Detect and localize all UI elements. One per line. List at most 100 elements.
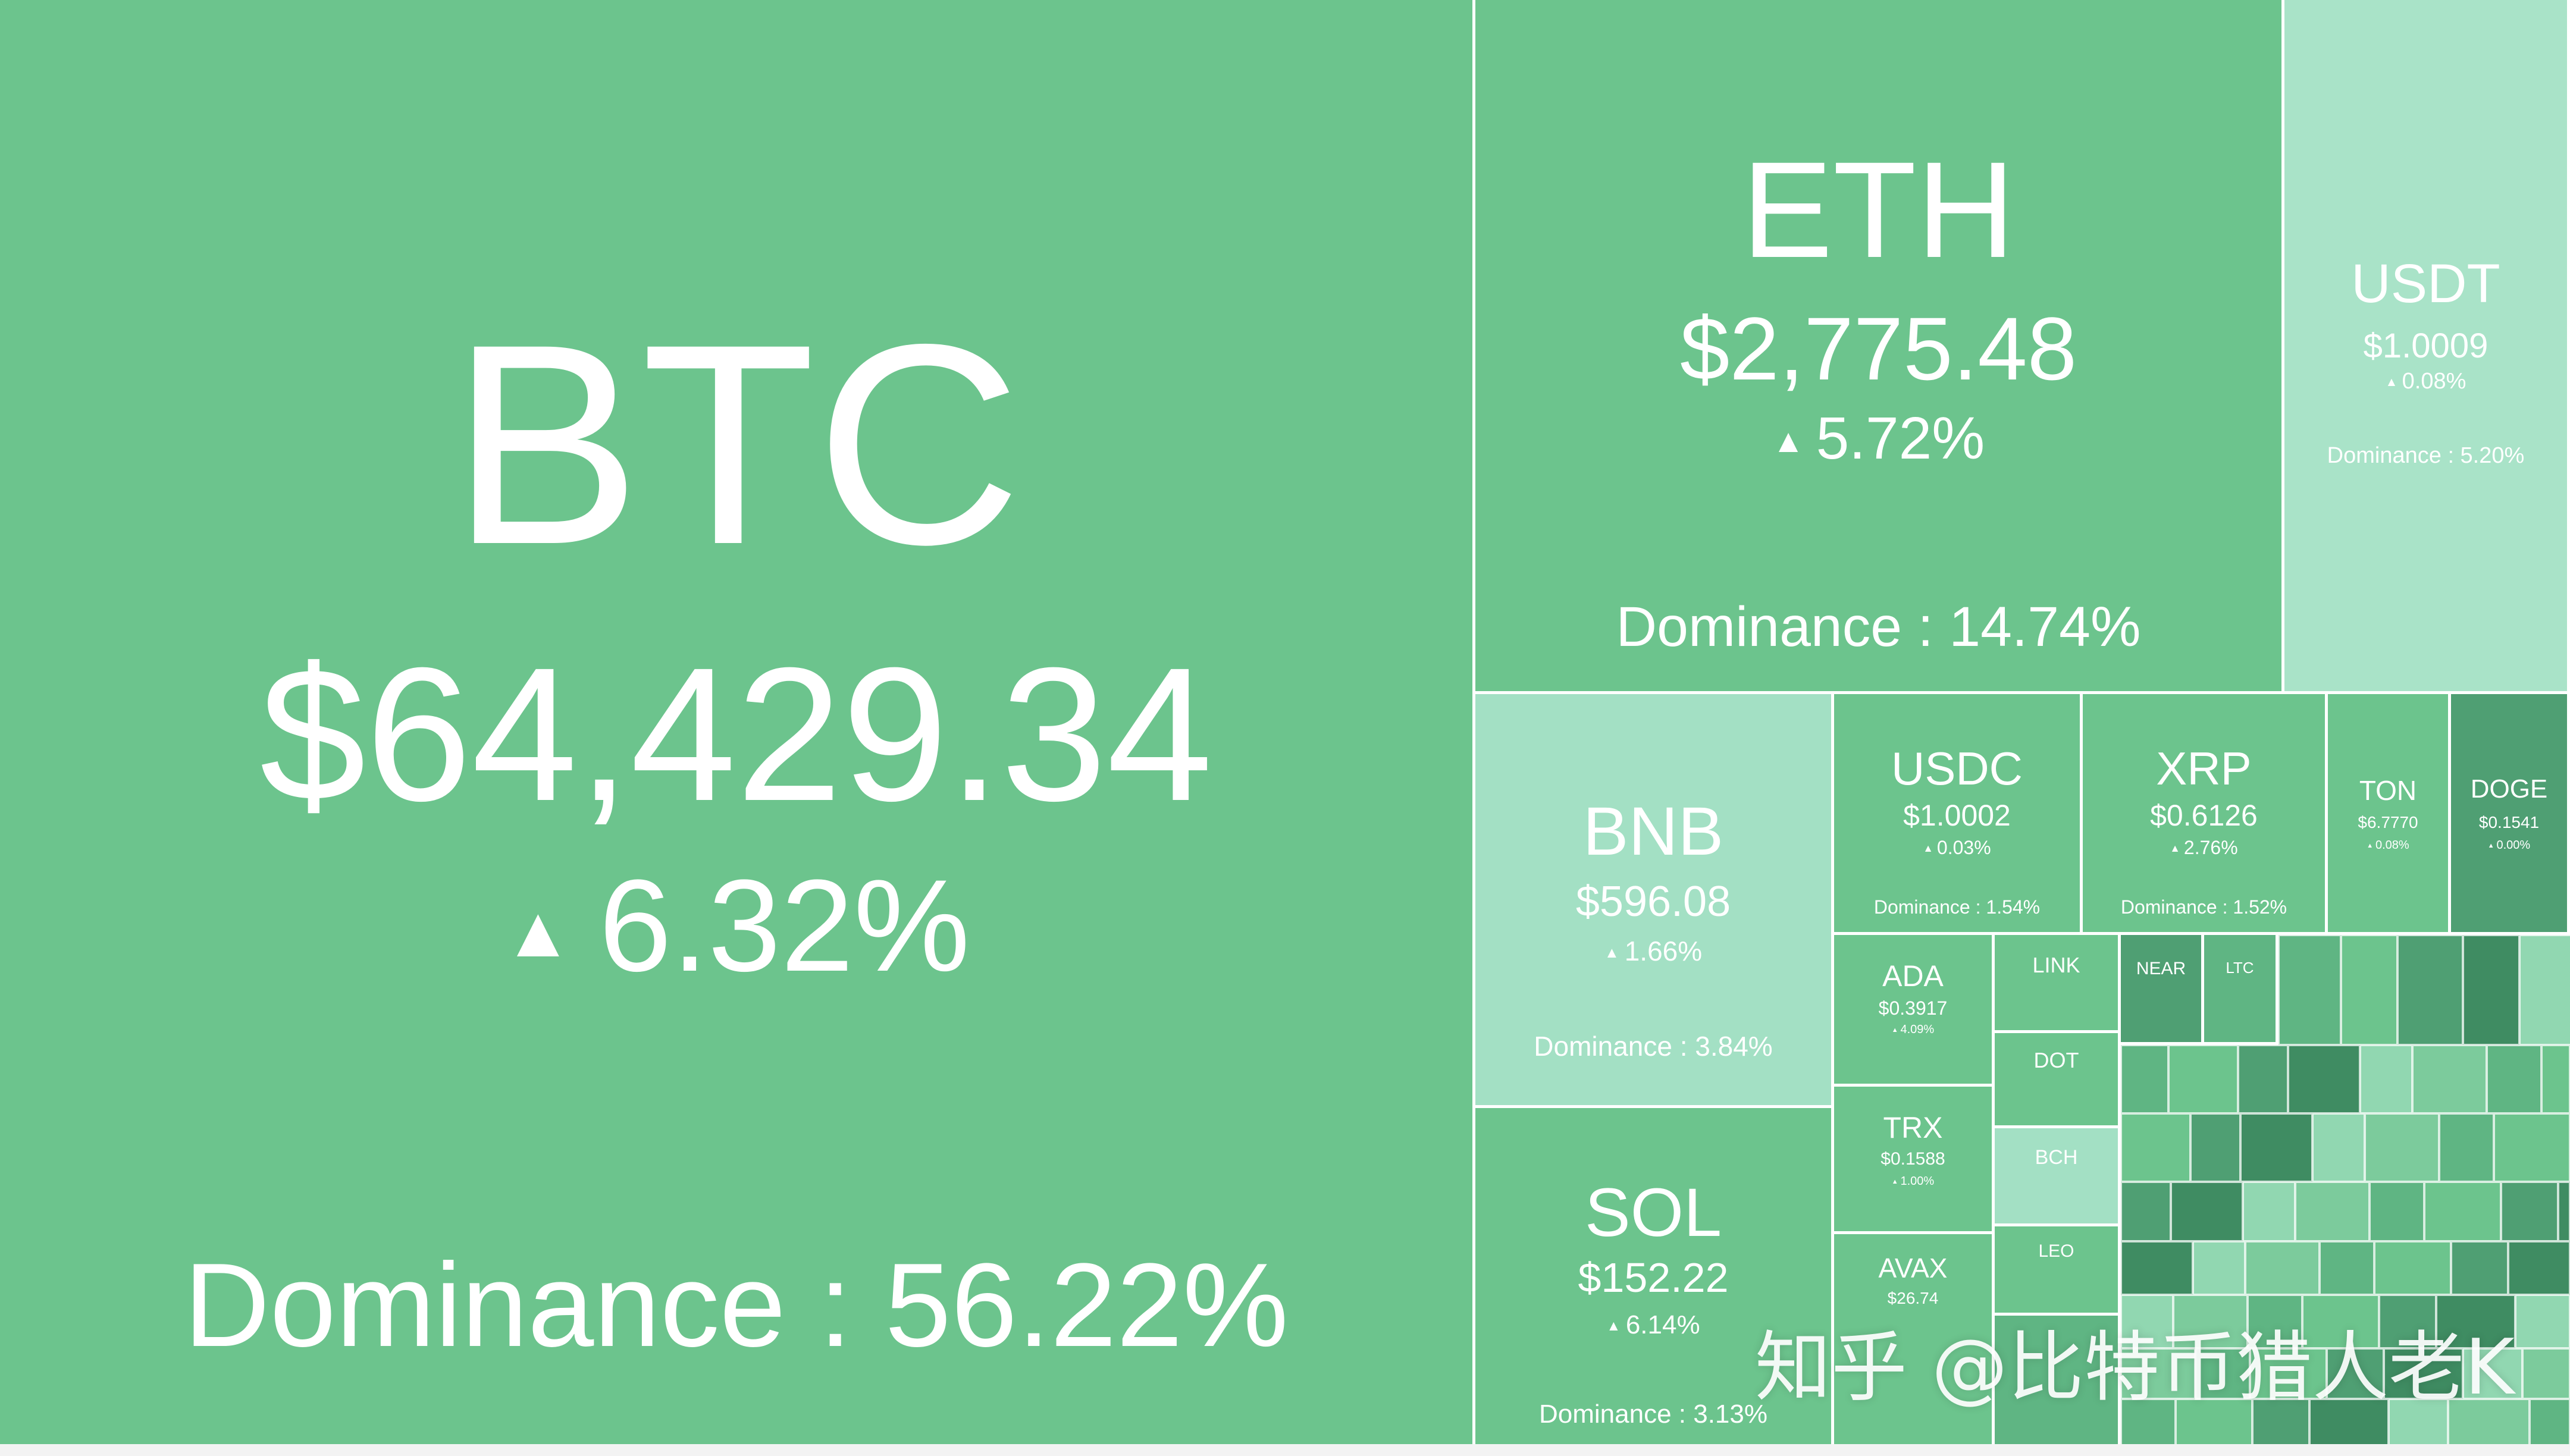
usdc-symbol: USDC [1891, 742, 2023, 795]
small-coin-tile [2171, 1182, 2243, 1241]
small-coin-tile [2558, 1182, 2570, 1241]
eth-change-value: 5.72% [1816, 405, 1985, 472]
small-coin-tile [2412, 1045, 2487, 1113]
bnb-change: ▲ 1.66% [1475, 935, 1831, 967]
trx-symbol: TRX [1883, 1111, 1943, 1144]
bnb-price: $596.08 [1575, 878, 1731, 925]
bnb-symbol: BNB [1582, 793, 1724, 870]
xrp-change: ▲ 2.76% [2083, 837, 2325, 859]
tile-usdc[interactable]: USDC $1.0002 ▲ 0.03% Dominance : 1.54% [1834, 694, 2083, 935]
doge-symbol: DOGE [2470, 774, 2548, 804]
avax-symbol: AVAX [1878, 1253, 1948, 1284]
tile-avax[interactable]: AVAX $26.74 [1834, 1234, 1995, 1447]
usdt-dominance: Dominance : 5.20% [2327, 443, 2525, 468]
sol-change: ▲ 6.14% [1475, 1310, 1831, 1340]
doge-price: $0.1541 [2478, 813, 2540, 831]
ada-change: ▲ 4.09% [1834, 1023, 1992, 1037]
footer-strip [0, 1444, 2570, 1456]
small-coin-tile [2501, 1182, 2558, 1241]
small-coin-tile [2522, 1348, 2570, 1399]
near-symbol: NEAR [2136, 959, 2186, 978]
small-coin-tile [2519, 935, 2570, 1045]
small-coin-tile [2121, 1182, 2171, 1241]
small-coin-tile [2245, 1241, 2320, 1295]
xrp-dominance: Dominance : 1.52% [2120, 896, 2287, 918]
tile-btc[interactable]: BTC $64,429.34 ▲ 6.32% Dominance : 56.22% [0, 0, 1475, 1447]
ada-price: $0.3917 [1878, 997, 1948, 1019]
tile-usdt[interactable]: USDT $1.0009 ▲ 0.08% Dominance : 5.20% [2284, 0, 2570, 694]
small-coin-tile [2365, 1113, 2439, 1182]
small-coin-tile [2494, 1113, 2570, 1182]
tile-ltc[interactable]: LTC [2204, 935, 2278, 1045]
usdt-change-value: 0.08% [2402, 369, 2466, 394]
avax-price: $26.74 [1887, 1289, 1939, 1307]
ton-change-value: 0.08% [2375, 839, 2409, 852]
small-coin-tile [2121, 1113, 2190, 1182]
up-arrow-icon: ▲ [1772, 422, 1805, 459]
ton-price: $6.7770 [2358, 813, 2418, 831]
small-coin-tile [2463, 935, 2519, 1045]
tile-bnb[interactable]: BNB $596.08 ▲ 1.66% Dominance : 3.84% [1475, 694, 1834, 1108]
ton-symbol: TON [2359, 775, 2417, 806]
small-coin-tile [2243, 1182, 2295, 1241]
sol-dominance: Dominance : 3.13% [1539, 1399, 1767, 1429]
dot-symbol: DOT [2033, 1048, 2079, 1072]
tile-near[interactable]: NEAR [2121, 935, 2204, 1045]
trx-change-value: 1.00% [1900, 1175, 1935, 1188]
up-arrow-icon: ▲ [1604, 944, 1619, 961]
watermark: 知乎 @比特币猎人老K [1755, 1323, 2515, 1412]
up-arrow-icon: ▲ [502, 890, 574, 972]
small-coin-tile [2121, 1045, 2168, 1113]
btc-change-value: 6.32% [598, 852, 970, 999]
tile-ton[interactable]: TON $6.7770 ▲ 0.08% [2328, 694, 2451, 935]
trx-price: $0.1588 [1881, 1149, 1945, 1169]
eth-change: ▲ 5.72% [1475, 404, 2281, 473]
trx-change: ▲ 1.00% [1834, 1175, 1992, 1188]
usdc-price: $1.0002 [1903, 799, 2011, 832]
usdc-change: ▲ 0.03% [1834, 837, 2080, 859]
small-coin-tile [2487, 1045, 2541, 1113]
usdc-change-value: 0.03% [1936, 837, 1991, 858]
small-coin-tile [2515, 1295, 2570, 1348]
small-coin-tile [2341, 935, 2397, 1045]
small-coin-tile [2541, 1045, 2570, 1113]
small-coin-tile [2360, 1045, 2412, 1113]
tile-ada[interactable]: ADA $0.3917 ▲ 4.09% [1834, 935, 1995, 1087]
small-coin-tile [2238, 1045, 2288, 1113]
tile-bch[interactable]: BCH [1995, 1128, 2121, 1226]
up-arrow-icon: ▲ [1606, 1318, 1621, 1335]
small-coin-tile [2424, 1182, 2501, 1241]
tile-link[interactable]: LINK [1995, 935, 2121, 1033]
btc-dominance: Dominance : 56.22% [184, 1239, 1289, 1372]
tile-doge[interactable]: DOGE $0.1541 ▲ 0.00% [2451, 694, 2570, 935]
tile-dot[interactable]: DOT [1995, 1033, 2121, 1128]
tile-xrp[interactable]: XRP $0.6126 ▲ 2.76% Dominance : 1.52% [2083, 694, 2328, 935]
up-arrow-icon: ▲ [2367, 842, 2374, 849]
tile-sol[interactable]: SOL $152.22 ▲ 6.14% Dominance : 3.13% [1475, 1108, 1834, 1447]
tile-leo[interactable]: LEO [1995, 1226, 2121, 1316]
tile-eth[interactable]: ETH $2,775.48 ▲ 5.72% Dominance : 14.74% [1475, 0, 2284, 694]
small-coin-tile [2240, 1113, 2312, 1182]
btc-price: $64,429.34 [259, 627, 1213, 840]
small-coin-tile [2374, 1241, 2451, 1295]
usdc-dominance: Dominance : 1.54% [1873, 896, 2041, 918]
ada-change-value: 4.09% [1900, 1023, 1935, 1036]
small-coin-tile [2295, 1182, 2370, 1241]
btc-symbol: BTC [450, 284, 1022, 604]
small-coin-tile [2278, 935, 2341, 1045]
tile-trx[interactable]: TRX $0.1588 ▲ 1.00% [1834, 1087, 1995, 1234]
link-symbol: LINK [2032, 953, 2080, 977]
small-coin-tile [2508, 1241, 2570, 1295]
usdt-change: ▲ 0.08% [2284, 369, 2567, 394]
eth-price: $2,775.48 [1679, 299, 2077, 398]
small-coin-tile [2320, 1241, 2374, 1295]
doge-change: ▲ 0.00% [2451, 839, 2567, 852]
ton-change: ▲ 0.08% [2328, 839, 2448, 852]
up-arrow-icon: ▲ [1891, 1026, 1898, 1034]
up-arrow-icon: ▲ [2487, 842, 2494, 849]
small-coin-tile [2168, 1045, 2238, 1113]
small-coin-tile [2288, 1045, 2360, 1113]
up-arrow-icon: ▲ [2170, 842, 2180, 855]
bnb-dominance: Dominance : 3.84% [1534, 1031, 1773, 1062]
up-arrow-icon: ▲ [1923, 842, 1933, 855]
